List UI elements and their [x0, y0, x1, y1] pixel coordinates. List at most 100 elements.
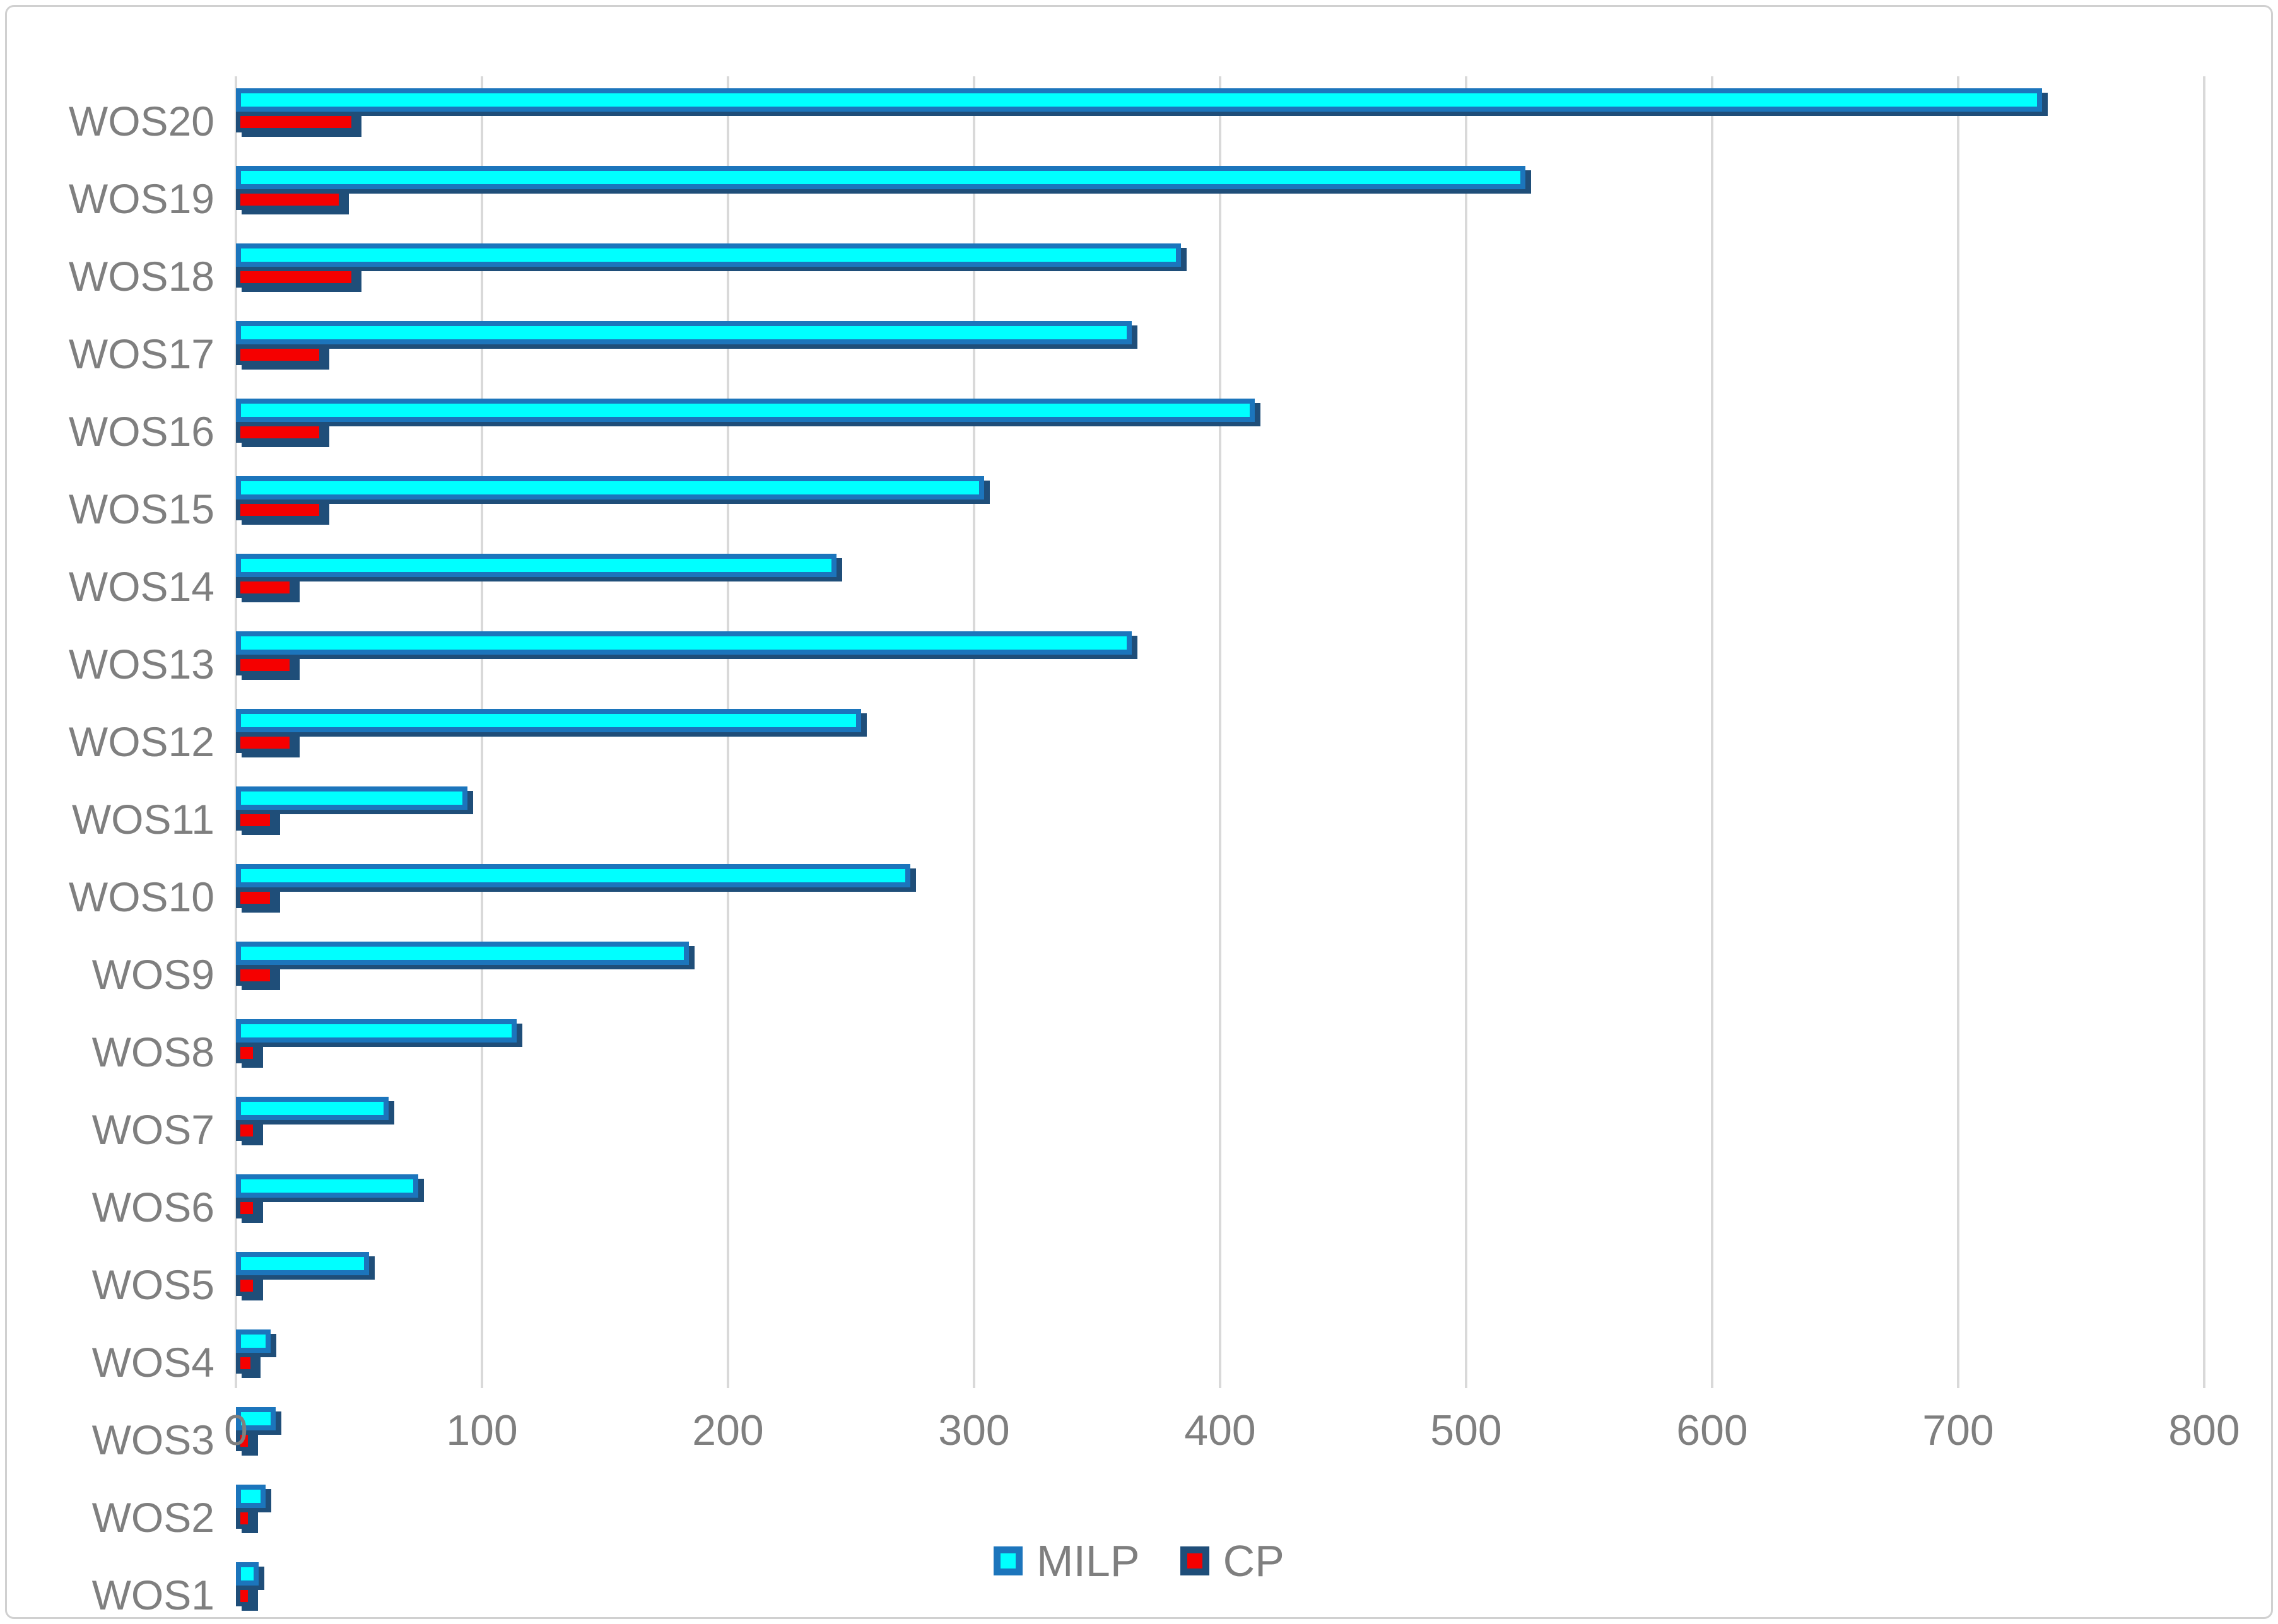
- cp-bar: [236, 732, 294, 753]
- x-tick-label: 800: [2168, 1406, 2240, 1454]
- category-row: WOS12: [69, 709, 2204, 774]
- x-tick-label: 500: [1430, 1406, 1502, 1454]
- category-label: WOS12: [68, 718, 214, 765]
- milp-bar: [236, 786, 467, 810]
- category-label: WOS5: [91, 1261, 214, 1308]
- cp-bar: [236, 189, 343, 210]
- legend-marker-milp-icon: [994, 1546, 1023, 1575]
- legend-item-cp: CP: [1180, 1536, 1284, 1586]
- chart-frame: WOS20 WOS19 WOS18 WOS17 WOS16 WOS15 WOS14 WOS13…: [5, 5, 2273, 1619]
- category-label: WOS19: [68, 175, 214, 222]
- category-row: WOS4: [92, 1329, 2204, 1395]
- milp-bar: [236, 709, 861, 732]
- legend-marker-cp-icon: [1180, 1546, 1209, 1575]
- milp-bar: [236, 1097, 389, 1120]
- x-tick-label: 600: [1676, 1406, 1748, 1454]
- milp-bar: [236, 864, 910, 887]
- category-label: WOS8: [91, 1029, 214, 1075]
- category-row: WOS2: [92, 1485, 2204, 1550]
- milp-bar: [236, 1174, 418, 1198]
- legend-item-milp: MILP: [994, 1536, 1140, 1586]
- category-label: WOS3: [91, 1417, 214, 1463]
- x-tick-label: 700: [1922, 1406, 1994, 1454]
- x-tick-label: 300: [938, 1406, 1010, 1454]
- category-row: WOS17: [69, 321, 2204, 387]
- x-tick-label: 200: [692, 1406, 764, 1454]
- cp-bar: [236, 577, 294, 598]
- cp-bar: [236, 499, 324, 520]
- x-axis: 0 100 200 300 400 500 600 700 800: [224, 1406, 2240, 1463]
- category-label: WOS15: [68, 486, 214, 532]
- category-row: WOS7: [92, 1097, 2204, 1162]
- category-label: WOS16: [68, 408, 214, 455]
- category-row: WOS9: [92, 942, 2204, 1007]
- category-label: WOS1: [91, 1572, 214, 1618]
- category-row: WOS18: [69, 243, 2204, 309]
- milp-bar: [236, 631, 1132, 655]
- category-label: WOS20: [68, 98, 214, 144]
- category-row: WOS11: [72, 786, 2204, 852]
- category-row: WOS10: [69, 864, 2204, 930]
- gridline: [727, 76, 729, 1388]
- legend-label: CP: [1223, 1536, 1284, 1586]
- cp-bar: [236, 1353, 255, 1374]
- category-label: WOS2: [91, 1494, 214, 1541]
- cp-bar: [236, 1120, 257, 1141]
- cp-bar: [236, 344, 324, 365]
- gridline: [481, 76, 483, 1388]
- category-row: WOS8: [92, 1019, 2204, 1085]
- milp-bar: [236, 1407, 276, 1430]
- milp-bar: [236, 476, 984, 499]
- cp-bar: [236, 422, 324, 443]
- category-row: WOS13: [69, 631, 2204, 697]
- x-tick-label: 400: [1184, 1406, 1256, 1454]
- category-label: WOS9: [91, 951, 214, 998]
- legend-label: MILP: [1036, 1536, 1140, 1586]
- milp-bar: [236, 1485, 266, 1508]
- milp-bar: [236, 1252, 369, 1275]
- category-row: WOS5: [92, 1252, 2204, 1317]
- cp-bar: [236, 887, 274, 908]
- category-row: WOS19: [69, 166, 2204, 231]
- gridline: [1465, 76, 1467, 1388]
- category-row: WOS14: [69, 554, 2204, 619]
- gridline: [1957, 76, 1959, 1388]
- cp-bar: [236, 1430, 252, 1451]
- category-label: WOS6: [91, 1184, 214, 1230]
- category-row: WOS20: [69, 88, 2204, 154]
- legend: MILP CP: [7, 1536, 2271, 1586]
- plot-area: WOS20 WOS19 WOS18 WOS17 WOS16 WOS15 WOS14 WOS13…: [69, 76, 2204, 1618]
- category-label: WOS11: [71, 796, 214, 843]
- cp-bar: [236, 112, 356, 132]
- x-tick-label: 0: [224, 1406, 248, 1454]
- gridline: [973, 76, 975, 1388]
- category-label: WOS14: [68, 563, 214, 610]
- milp-bar: [236, 321, 1132, 344]
- category-row: WOS1: [92, 1562, 2204, 1624]
- milp-bar: [236, 1329, 271, 1353]
- gridline: [2203, 76, 2205, 1388]
- milp-bar: [236, 399, 1255, 422]
- milp-bar: [236, 88, 2042, 112]
- gridline: [1219, 76, 1221, 1388]
- category-label: WOS17: [68, 330, 214, 377]
- milp-bar: [236, 942, 689, 965]
- gridline: [1711, 76, 1713, 1388]
- milp-bar: [236, 1562, 259, 1586]
- category-row: WOS6: [92, 1174, 2204, 1240]
- milp-bar: [236, 166, 1525, 189]
- milp-bar: [236, 1019, 517, 1043]
- milp-bar: [236, 243, 1181, 267]
- cp-bar: [236, 267, 356, 288]
- cp-bar: [236, 1043, 257, 1063]
- category-label: WOS18: [68, 253, 214, 300]
- cp-bar: [236, 810, 274, 831]
- category-row: WOS16: [69, 399, 2204, 464]
- category-row: WOS3: [92, 1407, 2204, 1473]
- cp-bar: [236, 655, 294, 675]
- category-label: WOS4: [91, 1339, 214, 1386]
- cp-bar: [236, 1508, 252, 1529]
- cp-bar: [236, 1198, 257, 1218]
- category-label: WOS13: [68, 641, 214, 687]
